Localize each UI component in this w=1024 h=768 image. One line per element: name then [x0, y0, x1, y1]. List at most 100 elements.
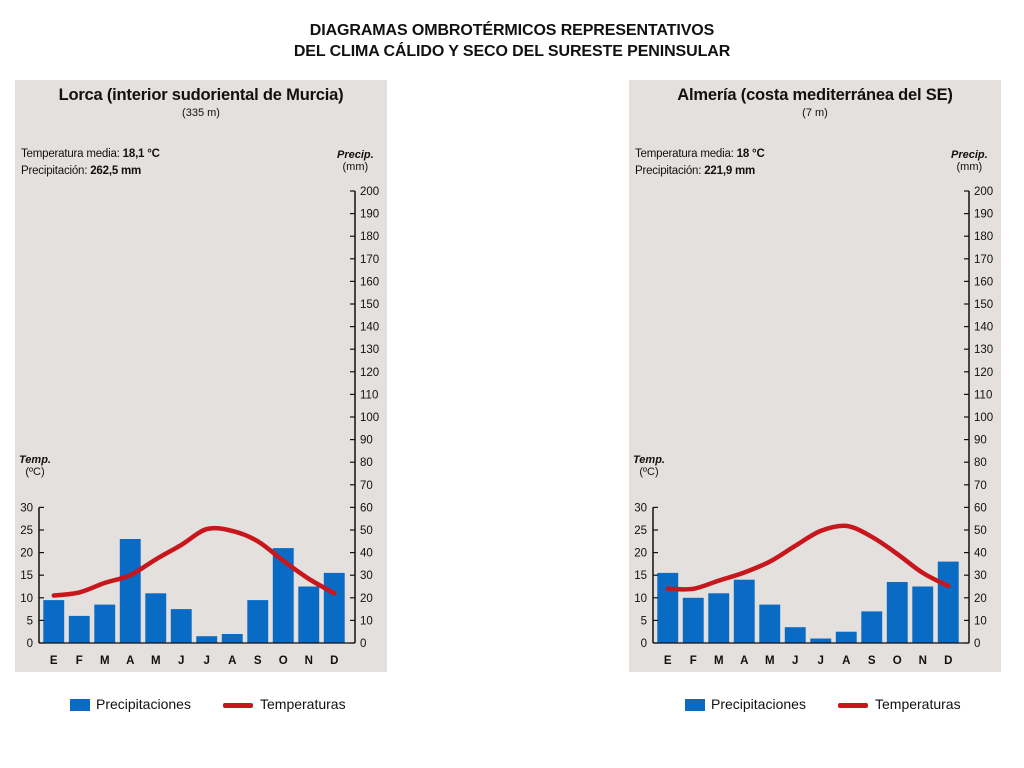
precip-axis-caption: Precip. (mm) — [337, 149, 374, 173]
month-label: M — [151, 655, 161, 667]
precip-tick-label: 180 — [360, 231, 379, 243]
month-label: J — [204, 655, 210, 667]
precip-tick-label: 200 — [360, 186, 379, 198]
precip-tick-label: 100 — [360, 412, 379, 424]
temp-tick-label: 0 — [641, 638, 647, 650]
precipitation-stat: Precipitación: 262,5 mm — [21, 165, 141, 177]
month-label: O — [279, 655, 288, 667]
month-label: J — [818, 655, 824, 667]
month-label: O — [893, 655, 902, 667]
month-label: N — [919, 655, 927, 667]
precip-tick-label: 160 — [974, 276, 993, 288]
temperature-line — [665, 523, 951, 592]
temp-axis-name: Temp. — [633, 454, 665, 466]
precip-tick-label: 30 — [974, 570, 987, 582]
climate-chart-lorca: 0102030405060708090100110120130140150160… — [20, 186, 379, 667]
precip-tick-label: 150 — [360, 299, 379, 311]
precip-tick-label: 190 — [974, 209, 993, 221]
precip-tick-label: 160 — [360, 276, 379, 288]
temp-tick-label: 25 — [20, 525, 33, 537]
temp-tick-label: 20 — [634, 548, 647, 560]
precip-tick-label: 200 — [974, 186, 993, 198]
main-title-line-2: DEL CLIMA CÁLIDO Y SECO DEL SURESTE PENI… — [293, 43, 731, 60]
precip-tick-label: 90 — [974, 435, 987, 447]
precip-tick-label: 170 — [360, 254, 379, 266]
precipitation-bar — [170, 609, 192, 643]
precipitation-bar — [657, 572, 679, 643]
month-label: J — [178, 655, 184, 667]
precip-axis-unit: (mm) — [342, 161, 369, 173]
month-label: M — [765, 655, 775, 667]
precipitation-bar — [145, 593, 167, 643]
precip-axis-name: Precip. — [337, 149, 374, 161]
legend-label-precipitation: Precipitaciones — [711, 696, 806, 712]
temp-tick-label: 5 — [641, 615, 647, 627]
month-label: N — [305, 655, 313, 667]
precipitation-bar — [247, 600, 269, 643]
month-label: A — [842, 655, 850, 667]
chart-subtitle: (335 m) — [182, 107, 220, 119]
precipitation-bar — [682, 597, 704, 643]
precip-tick-label: 40 — [360, 548, 373, 560]
precip-tick-label: 80 — [360, 457, 373, 469]
temp-axis-unit: (ºC) — [639, 466, 659, 478]
main-title-line-1: DIAGRAMAS OMBROTÉRMICOS REPRESENTATIVOS — [309, 22, 715, 39]
precipitation-label: Precipitación: — [635, 165, 702, 177]
precipitation-bar — [119, 539, 141, 643]
precipitation-value: 221,9 mm — [704, 165, 756, 177]
temperature-swatch — [838, 703, 868, 708]
mean-temperature-stat: Temperatura media: 18,1 °C — [21, 148, 160, 160]
temperature-swatch — [223, 703, 253, 708]
temperature-line — [51, 525, 337, 598]
precipitation-bar — [68, 615, 90, 643]
mean-temperature-value: 18 °C — [736, 148, 765, 160]
month-label: M — [714, 655, 724, 667]
chart-panel-lorca: Lorca (interior sudoriental de Murcia) (… — [15, 80, 387, 672]
precipitation-bar — [810, 638, 832, 643]
month-label: A — [740, 655, 748, 667]
month-label: A — [228, 655, 236, 667]
precip-tick-label: 170 — [974, 254, 993, 266]
chart-panel-almeria: Almería (costa mediterránea del SE) (7 m… — [629, 80, 1001, 672]
legend-label-precipitation: Precipitaciones — [96, 696, 191, 712]
precip-tick-label: 60 — [360, 502, 373, 514]
precipitation-bar — [298, 586, 320, 643]
legend-label-temperature: Temperaturas — [875, 696, 961, 712]
precipitation-swatch — [685, 699, 705, 711]
precip-tick-label: 120 — [974, 367, 993, 379]
month-label: M — [100, 655, 110, 667]
precipitation-bar — [43, 600, 65, 643]
precip-tick-label: 10 — [360, 615, 373, 627]
month-label: E — [664, 655, 672, 667]
precip-tick-label: 190 — [360, 209, 379, 221]
temp-tick-label: 30 — [634, 502, 647, 514]
temp-tick-label: 20 — [20, 548, 33, 560]
precipitation-value: 262,5 mm — [90, 165, 142, 177]
month-label: F — [690, 655, 697, 667]
temp-axis-caption: Temp. (ºC) — [19, 454, 51, 478]
chart-title: Lorca (interior sudoriental de Murcia) — [58, 86, 344, 104]
mean-temperature-stat: Temperatura media: 18 °C — [635, 148, 765, 160]
precipitation-stat: Precipitación: 221,9 mm — [635, 165, 755, 177]
precip-tick-label: 180 — [974, 231, 993, 243]
month-label: J — [792, 655, 798, 667]
precipitation-bar — [886, 582, 908, 643]
precipitation-bar — [323, 572, 345, 643]
temp-tick-label: 30 — [20, 502, 33, 514]
precipitation-bar — [937, 561, 959, 643]
precip-tick-label: 130 — [360, 344, 379, 356]
precip-tick-label: 130 — [974, 344, 993, 356]
precipitation-bar — [912, 586, 934, 643]
precipitation-bar — [861, 611, 883, 643]
precip-tick-label: 50 — [974, 525, 987, 537]
precip-tick-label: 140 — [974, 322, 993, 334]
precipitation-bar — [784, 627, 806, 643]
month-label: D — [330, 655, 338, 667]
precipitation-bar — [94, 604, 116, 643]
precip-tick-label: 150 — [974, 299, 993, 311]
precip-tick-label: 120 — [360, 367, 379, 379]
precip-axis-name: Precip. — [951, 149, 988, 161]
precip-tick-label: 70 — [360, 480, 373, 492]
precip-tick-label: 90 — [360, 435, 373, 447]
precip-tick-label: 110 — [360, 389, 378, 401]
